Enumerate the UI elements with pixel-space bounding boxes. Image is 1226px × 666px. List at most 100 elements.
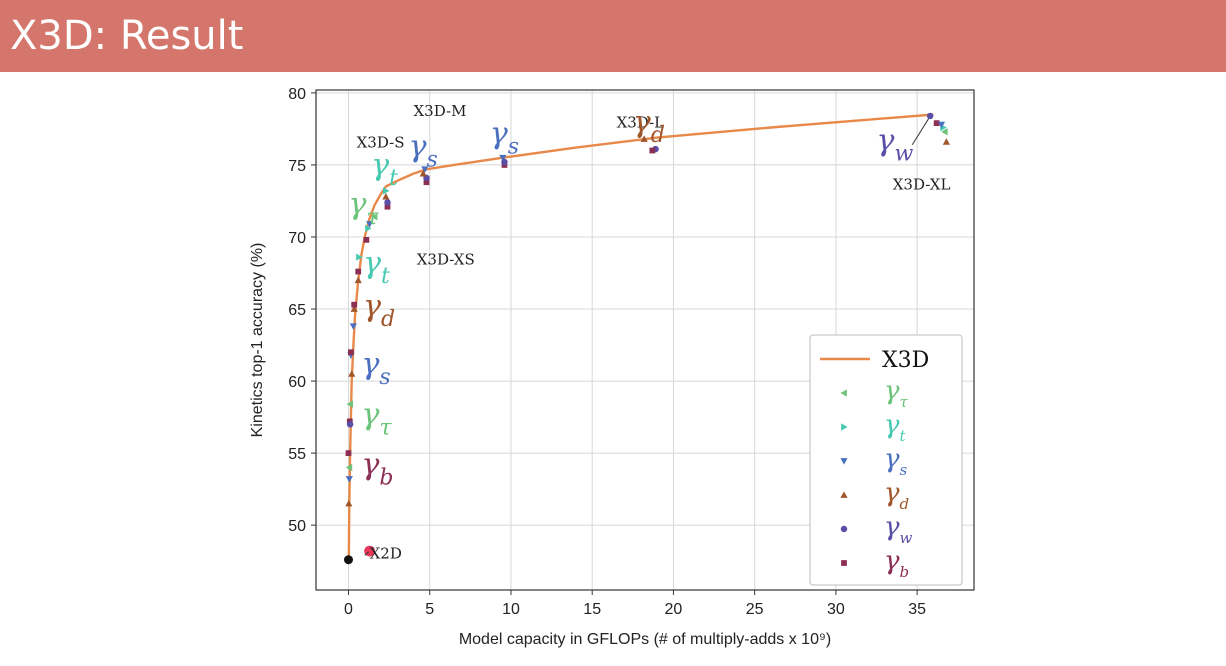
gamma-annotation-t: γt — [363, 246, 390, 289]
legend-label: γb — [884, 546, 909, 581]
data-point-d — [350, 305, 358, 312]
legend-marker-s — [840, 458, 848, 465]
chart-container: X3D-S X3D-M X3D-XS X3D-L X3D-XL X2D γt γτ γs γs γd… — [240, 80, 1000, 660]
legend-item-d: γd — [840, 478, 909, 513]
x-tick-label: 5 — [425, 601, 434, 618]
gamma-annotation-tau: γτ — [361, 397, 392, 440]
model-label: X3D-L — [617, 113, 665, 131]
legend-item-b: γb — [841, 546, 909, 581]
data-point-s — [937, 121, 946, 129]
y-tick-label: 55 — [288, 446, 306, 463]
legend-label: γd — [884, 478, 909, 513]
legend-label: γt — [884, 410, 907, 445]
x2d-pointer-line — [364, 551, 370, 556]
x-tick-label: 15 — [583, 601, 601, 618]
legend-item-tau: γτ — [840, 376, 909, 411]
model-label: X3D-XL — [893, 175, 951, 193]
gamma-annotation-s: γs — [361, 347, 390, 390]
data-point-d — [419, 169, 427, 177]
data-point-tau — [941, 128, 948, 136]
grid — [316, 90, 974, 590]
data-point-d — [942, 138, 950, 145]
plot-frame — [315, 89, 975, 591]
data-point-b — [423, 179, 430, 186]
x-tick-label: 0 — [344, 601, 353, 618]
legend-marker-d — [840, 491, 848, 498]
data-point-tau — [345, 463, 353, 472]
annotation-layer: X3D-SX3D-MX3D-XSX3D-LX3D-XLX2Dγtγτγsγsγd… — [348, 102, 950, 562]
data-point-b — [355, 268, 362, 275]
legend-item-s: γs — [840, 444, 908, 479]
data-point-s — [499, 154, 507, 162]
data-point-w — [346, 421, 354, 428]
data-point-t — [356, 253, 363, 261]
data-point-t — [365, 224, 372, 232]
data-point-b — [384, 203, 391, 210]
legend-item-x3d: X3D — [820, 348, 929, 373]
data-point-b — [345, 450, 352, 456]
data-point-s — [421, 166, 429, 173]
data-point-b — [348, 349, 354, 356]
legend-label: γτ — [884, 376, 909, 411]
gamma-annotation-tau: γτ — [348, 187, 379, 230]
points-layer — [343, 112, 950, 565]
legend-label: X3D — [882, 348, 929, 373]
data-point-b — [649, 147, 656, 154]
y-tick-label: 60 — [288, 374, 306, 391]
x3d-curve-layer — [347, 113, 934, 560]
data-point-w — [926, 112, 934, 120]
data-point-b — [351, 301, 358, 308]
gamma-annotation-d: γd — [363, 289, 395, 332]
accuracy-vs-gflops-chart: X3D-SX3D-MX3D-XSX3D-LX3D-XLX2Dγtγτγsγsγd… — [249, 86, 975, 648]
legend-marker-tau — [840, 389, 847, 397]
x-tick-label: 20 — [665, 601, 683, 618]
legend-marker-w — [840, 525, 848, 533]
data-point-d — [345, 499, 353, 507]
y-tick-label: 65 — [288, 302, 306, 319]
x3d-curve-line — [347, 113, 934, 560]
data-point-s — [349, 323, 357, 330]
xl-pointer-line — [911, 118, 929, 146]
data-point-w — [384, 199, 391, 206]
data-point-t — [382, 187, 390, 195]
model-label: X3D-M — [413, 102, 466, 120]
data-point-w — [501, 158, 508, 166]
data-point-b — [933, 120, 940, 127]
y-tick-label: 50 — [288, 518, 306, 535]
data-point-base — [343, 555, 353, 565]
legend-item-w: γw — [840, 512, 913, 547]
y-tick-label: 75 — [288, 158, 306, 175]
model-label: X2D — [370, 544, 402, 562]
data-point-d — [640, 135, 648, 142]
legend-label: γw — [884, 512, 913, 547]
x-tick-label: 10 — [502, 601, 520, 618]
data-point-d — [354, 276, 362, 284]
gamma-annotation-w: γw — [877, 124, 914, 167]
y-axis-label: Kinetics top-1 accuracy (%) — [249, 243, 266, 438]
slide-title: X3D: Result — [10, 13, 244, 59]
y-tick-label: 70 — [288, 230, 306, 247]
x-axis-label: Model capacity in GFLOPs (# of multiply-… — [459, 631, 831, 648]
data-point-tau — [370, 213, 378, 221]
data-point-tau — [346, 400, 353, 408]
gamma-annotation-s: γs — [409, 129, 438, 172]
legend-item-t: γt — [841, 410, 907, 445]
legend-label: γs — [884, 444, 908, 479]
gamma-annotation-t: γt — [371, 148, 398, 191]
data-point-s — [366, 221, 374, 228]
data-point-b — [363, 236, 370, 243]
y-tick-label: 80 — [288, 86, 306, 103]
gamma-annotation-d: γd — [633, 105, 665, 148]
data-point-d — [382, 193, 390, 200]
gamma-annotation-b: γb — [361, 448, 393, 491]
x-tick-label: 35 — [908, 601, 926, 618]
data-point-s — [345, 476, 353, 483]
axes: 0 5 10 15 20 25 30 35 50 55 60 65 70 75 80 — [288, 86, 926, 618]
title-bar: X3D: Result — [0, 0, 1226, 72]
gamma-annotation-s: γs — [490, 116, 519, 159]
x-tick-label: 30 — [827, 601, 845, 618]
model-label: X3D-XS — [417, 250, 475, 268]
legend-box — [809, 334, 963, 586]
model-label: X3D-S — [357, 134, 405, 152]
